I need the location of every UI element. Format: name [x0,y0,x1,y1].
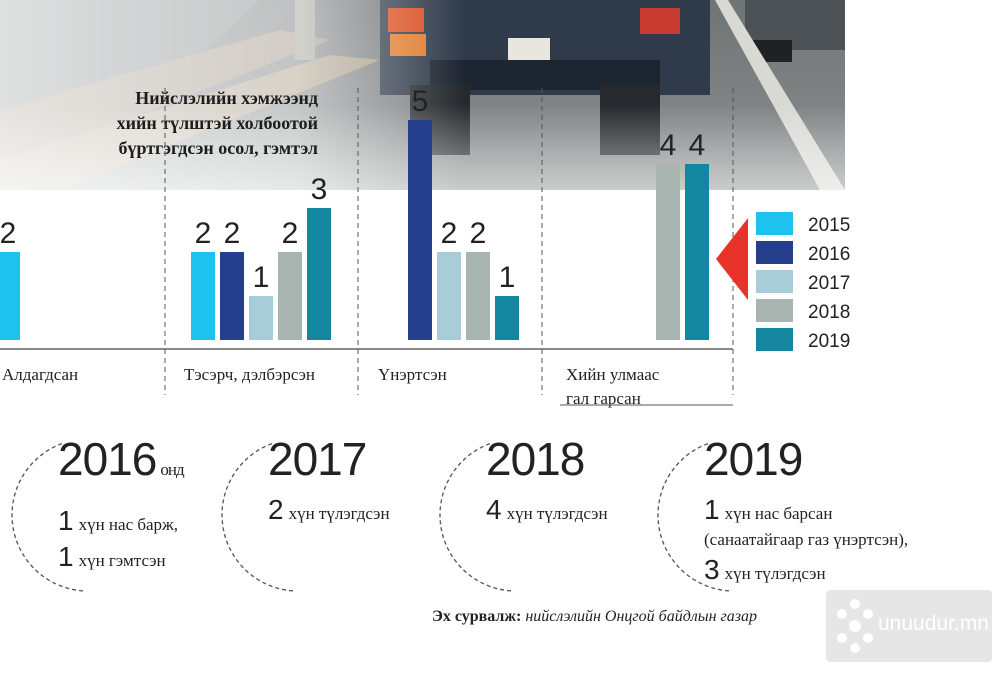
legend-label: 2015 [808,215,850,236]
bar-value-label: 4 [660,129,677,162]
line-text: хүн түлэгдсэн [506,504,608,523]
source-note: Эх сурвалж: нийслэлийн Онцгой байдлын га… [432,608,757,626]
count-number: 4 [486,494,502,525]
timeline-year: 2019 [704,436,908,482]
legend-swatch [756,241,793,264]
year-text: 2016 [58,433,157,485]
count-number: 3 [704,554,720,585]
timeline-item: 2018 4 хүн түлэгдсэн [486,436,608,526]
legend-arrow-icon [716,218,748,300]
bar-2016 [408,120,432,340]
bar-2019 [685,164,709,340]
timeline-line: 1 хүн нас барж, [58,505,184,537]
category-label: Үнэртсэн [378,365,447,384]
bar-value-label: 2 [441,217,458,250]
bar-2018 [466,252,490,340]
year-text: 2019 [704,433,803,485]
bar-2015 [0,252,20,340]
bar-value-label: 3 [311,173,328,206]
timeline-line: (санаатайгаар газ үнэртсэн), [704,530,908,550]
title-line: Нийслэлийн хэмжээнд [135,88,318,108]
bar-2017 [249,296,273,340]
timeline-year: 2016 онд [58,433,185,493]
bar-value-label: 2 [224,217,241,250]
bar-value-label: 2 [195,217,212,250]
chart-title: Нийслэлийн хэмжээнд хийн түлштэй холбоот… [70,86,318,161]
line-text: хүн түлэгдсэн [724,564,826,583]
line-text: (санаатайгаар газ үнэртсэн), [704,530,909,549]
source-label: Эх сурвалж: [432,608,522,625]
category-label: Тэсэрч, дэлбэрсэн [184,365,315,384]
line-text: хүн нас барж, [78,515,179,534]
logo-dots-icon [837,599,873,653]
timeline-line: 2 хүн түлэгдсэн [268,494,390,526]
bar-value-label: 1 [253,261,270,294]
timeline-item: 2017 2 хүн түлэгдсэн [268,436,390,526]
timeline-line: 4 хүн түлэгдсэн [486,494,608,526]
legend-swatch [756,299,793,322]
year-text: 2017 [268,433,367,485]
year-suffix: онд [160,460,184,479]
legend-swatch [756,270,793,293]
bar-2015 [191,252,215,340]
legend-label: 2017 [808,273,850,294]
timeline-line: 1 хүн нас барсан [704,494,908,526]
bar-value-label: 2 [0,217,16,250]
bar-2019 [307,208,331,340]
source-text: нийслэлийн Онцгой байдлын газар [525,608,758,625]
title-line: бүртгэгдсэн осол, гэмтэл [118,138,318,158]
count-number: 2 [268,494,284,525]
count-number: 1 [704,494,720,525]
title-line: хийн түлштэй холбоотой [116,113,318,133]
count-number: 1 [58,505,74,536]
watermark-text: unuudur.mn [878,612,989,635]
bar-value-label: 2 [282,217,299,250]
legend-swatch [756,328,793,351]
category-label: Алдагдсан [2,365,78,384]
bar-2017 [437,252,461,340]
line-text: хүн түлэгдсэн [288,504,390,523]
timeline-year: 2018 [486,436,608,482]
legend-label: 2018 [808,302,850,323]
bar-value-label: 4 [689,129,706,162]
timeline-line: 1 хүн гэмтсэн [58,541,184,573]
timeline-item: 2019 1 хүн нас барсан (санаатайгаар газ үнэ… [704,436,908,586]
bar-2018 [656,164,680,340]
year-text: 2018 [486,433,585,485]
count-number: 1 [58,541,74,572]
timeline-line: 3 хүн түлэгдсэн [704,554,908,586]
legend-label: 2016 [808,244,850,265]
bar-value-label: 2 [470,217,487,250]
bar-2019 [495,296,519,340]
bar-value-label: 5 [412,85,429,118]
category-label: гал гарсан [566,389,641,408]
bar-value-label: 1 [499,261,516,294]
category-label: Хийн улмаас [566,365,660,384]
line-text: хүн гэмтсэн [78,551,166,570]
watermark: unuudur.mn [826,590,992,662]
timeline-item: 2016 онд 1 хүн нас барж, 1 хүн гэмтсэн [58,433,185,573]
line-text: хүн нас барсан [724,504,833,523]
legend-swatch [756,212,793,235]
timeline-year: 2017 [268,436,390,482]
bar-2018 [278,252,302,340]
bar-2016 [220,252,244,340]
legend-label: 2019 [808,331,850,352]
